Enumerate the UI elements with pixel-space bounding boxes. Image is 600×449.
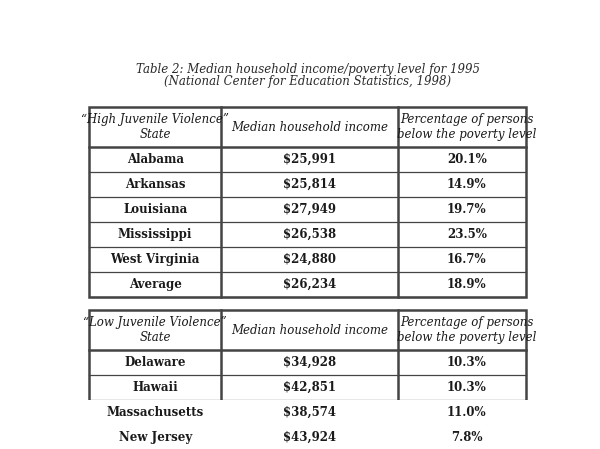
Text: 19.7%: 19.7%	[447, 203, 487, 216]
Text: 23.5%: 23.5%	[447, 228, 487, 241]
Text: Alabama: Alabama	[127, 153, 184, 166]
Text: 20.1%: 20.1%	[447, 153, 487, 166]
Text: $26,538: $26,538	[283, 228, 337, 241]
Text: $24,880: $24,880	[283, 253, 337, 266]
Text: $25,814: $25,814	[283, 178, 337, 191]
Text: Arkansas: Arkansas	[125, 178, 185, 191]
Text: $42,851: $42,851	[283, 381, 337, 394]
Text: 10.3%: 10.3%	[447, 356, 487, 369]
Text: $27,949: $27,949	[283, 203, 337, 216]
Text: Median household income: Median household income	[232, 324, 388, 337]
Text: Table 2: Median household income/poverty level for 1995: Table 2: Median household income/poverty…	[136, 62, 479, 75]
Text: 11.0%: 11.0%	[447, 406, 487, 419]
Text: Average: Average	[129, 277, 182, 291]
Text: Percentage of persons
below the poverty level: Percentage of persons below the poverty …	[397, 113, 536, 141]
Text: Percentage of persons
below the poverty level: Percentage of persons below the poverty …	[397, 316, 536, 344]
Text: $43,924: $43,924	[283, 431, 337, 444]
Text: 10.3%: 10.3%	[447, 381, 487, 394]
Text: $38,574: $38,574	[283, 406, 337, 419]
Text: 16.7%: 16.7%	[447, 253, 487, 266]
Text: Hawaii: Hawaii	[133, 381, 178, 394]
Text: $34,928: $34,928	[283, 356, 337, 369]
Text: “High Juvenile Violence”
State: “High Juvenile Violence” State	[81, 113, 229, 141]
Text: Mississippi: Mississippi	[118, 228, 193, 241]
Text: Massachusetts: Massachusetts	[107, 406, 204, 419]
Text: 18.9%: 18.9%	[447, 277, 487, 291]
Text: Delaware: Delaware	[124, 356, 186, 369]
Text: Louisiana: Louisiana	[123, 203, 187, 216]
Text: $26,234: $26,234	[283, 277, 337, 291]
Text: “Low Juvenile Violence”
State: “Low Juvenile Violence” State	[83, 316, 227, 344]
Text: (National Center for Education Statistics, 1998): (National Center for Education Statistic…	[164, 75, 451, 88]
Text: $25,991: $25,991	[283, 153, 337, 166]
Text: New Jersey: New Jersey	[119, 431, 192, 444]
Text: 14.9%: 14.9%	[447, 178, 487, 191]
Text: Median household income: Median household income	[232, 121, 388, 134]
Text: West Virginia: West Virginia	[110, 253, 200, 266]
Text: 7.8%: 7.8%	[451, 431, 482, 444]
Bar	[89, 310, 526, 449]
Bar	[89, 107, 526, 297]
